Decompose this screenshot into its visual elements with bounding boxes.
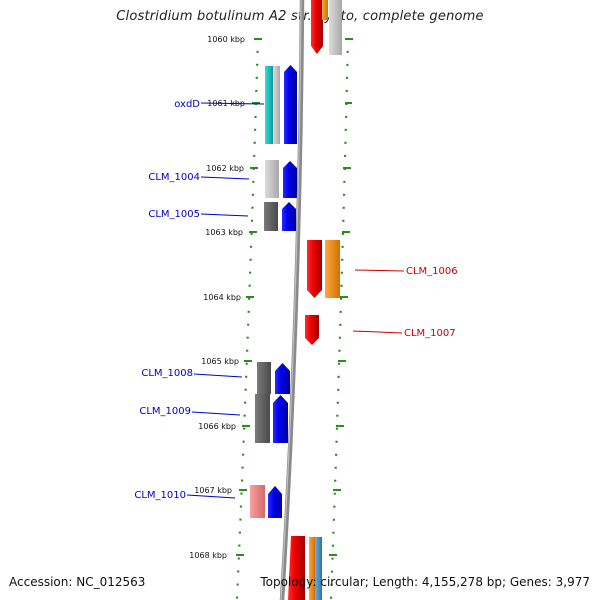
gene-CLM_1004[interactable] — [265, 160, 297, 198]
cog-block-lightgray — [265, 160, 279, 198]
inner-ring-major-ticks — [236, 38, 262, 556]
leader-line-oxdD — [200, 102, 265, 105]
cog-block-top — [329, 0, 342, 55]
leader-line-CLM_1008 — [193, 373, 243, 378]
cog-block-steel — [315, 537, 322, 600]
tick-label-1064: 1064 kbp — [203, 293, 241, 302]
gene-label-oxdD[interactable]: oxdD — [174, 99, 200, 110]
outer-dotted-ring — [329, 37, 350, 600]
gene-label-CLM_1009[interactable]: CLM_1009 — [139, 406, 191, 417]
cds-reverse-top — [311, 0, 323, 54]
cds-reverse-CLM_1006 — [307, 240, 322, 298]
gene-label-CLM_1004[interactable]: CLM_1004 — [148, 172, 200, 183]
topology-summary: Topology: circular; Length: 4,155,278 bp… — [260, 575, 590, 589]
cog-block-pink — [250, 485, 265, 518]
cds-forward-oxdD — [284, 65, 297, 144]
tick-label-1066: 1066 kbp — [198, 422, 236, 431]
cds-forward-CLM_1008 — [275, 363, 290, 394]
gene-label-CLM_1010[interactable]: CLM_1010 — [134, 490, 186, 501]
cog-block-darkgray — [257, 362, 271, 394]
cds-forward-CLM_1009 — [273, 395, 288, 443]
gene-label-CLM_1008[interactable]: CLM_1008 — [141, 368, 193, 379]
gene-CLM_1007[interactable] — [305, 315, 319, 345]
gene-oxdD[interactable] — [265, 65, 297, 144]
leader-line-CLM_1005 — [200, 213, 249, 217]
cds-forward-CLM_1004 — [283, 161, 297, 198]
leader-line-CLM_1009 — [191, 411, 241, 416]
cog-block-orange — [325, 240, 340, 298]
cog-block-cyan — [265, 66, 273, 144]
tick-label-1063: 1063 kbp — [205, 228, 243, 237]
gene-CLM_1009[interactable] — [255, 394, 288, 443]
tick-label-1068: 1068 kbp — [189, 551, 227, 560]
gene-label-CLM_1007[interactable]: CLM_1007 — [404, 328, 456, 339]
gene-CLM_1008[interactable] — [257, 362, 290, 394]
gene-CLM_1006[interactable] — [307, 240, 340, 298]
cog-block-orange — [309, 537, 315, 600]
tick-label-1065: 1065 kbp — [201, 357, 239, 366]
bottom-partial-features — [288, 536, 322, 600]
gene-label-CLM_1005[interactable]: CLM_1005 — [148, 209, 200, 220]
leader-line-CLM_1010 — [186, 494, 236, 499]
cog-block-darkgray — [255, 394, 270, 443]
genome-backbone — [279, 0, 305, 600]
gene-label-CLM_1006[interactable]: CLM_1006 — [406, 266, 458, 277]
top-partial-features — [311, 0, 342, 55]
tick-label-1067: 1067 kbp — [194, 486, 232, 495]
gene-CLM_1010[interactable] — [250, 485, 282, 518]
cds-forward-CLM_1010 — [268, 486, 282, 518]
leader-line-CLM_1004 — [200, 176, 250, 180]
cds-reverse-CLM_1007 — [305, 315, 319, 345]
cog-block-lightgray — [273, 66, 280, 144]
tick-label-1062: 1062 kbp — [206, 164, 244, 173]
cog-block-darkgray — [264, 202, 278, 231]
gene-CLM_1005[interactable] — [264, 202, 296, 231]
cds-reverse-bottom — [288, 536, 305, 600]
outer-ring-major-ticks — [329, 38, 353, 556]
cds-forward-CLM_1005 — [282, 202, 296, 231]
tick-label-1060: 1060 kbp — [207, 35, 245, 44]
leader-line-CLM_1007 — [352, 330, 403, 334]
accession-label: Accession: NC_012563 — [9, 575, 146, 589]
leader-line-CLM_1006 — [354, 269, 405, 272]
